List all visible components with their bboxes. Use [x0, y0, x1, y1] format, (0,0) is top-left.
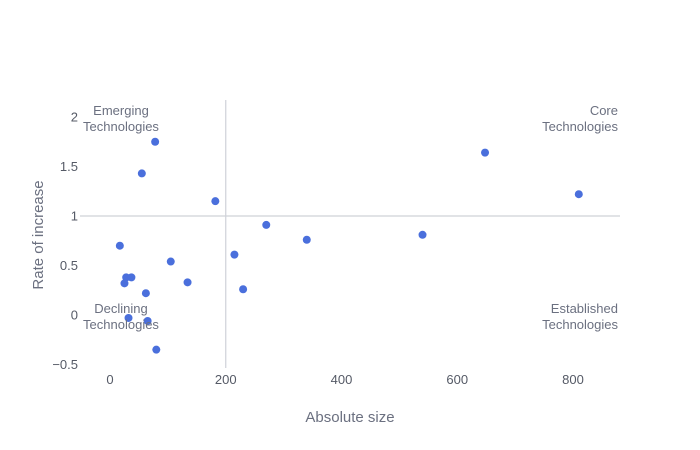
y-tick-label: 2 [71, 110, 78, 125]
data-point [166, 257, 175, 266]
y-tick-label: 1 [71, 209, 78, 224]
data-point [230, 250, 239, 259]
quadrant-label-line: Emerging [93, 103, 149, 118]
data-point [127, 273, 136, 282]
y-tick-label: 0.5 [60, 258, 78, 273]
quadrant-label-line: Established [551, 301, 618, 316]
x-axis-ticks: 0 200 400 600 800 [106, 372, 583, 387]
data-point [183, 278, 192, 287]
data-point [143, 316, 152, 325]
data-point [262, 220, 271, 229]
data-point [120, 279, 129, 288]
quadrant-label-line: Technologies [83, 317, 159, 332]
y-tick-label: 0 [71, 308, 78, 323]
quadrant-label-emerging: Emerging Technologies [83, 103, 159, 134]
quadrant-label-line: Technologies [83, 119, 159, 134]
data-point [141, 289, 150, 298]
x-tick-label: 200 [215, 372, 237, 387]
quadrant-label-line: Technologies [542, 119, 618, 134]
x-tick-label: 400 [331, 372, 353, 387]
quadrant-label-core: Core Technologies [542, 103, 618, 134]
data-point [211, 197, 220, 206]
data-points [115, 137, 583, 354]
quadrant-label-line: Technologies [542, 317, 618, 332]
data-point [481, 148, 490, 157]
data-point [124, 313, 133, 322]
quadrant-label-line: Declining [94, 301, 147, 316]
quadrant-label-declining: Declining Technologies [83, 301, 159, 332]
data-point [137, 169, 146, 178]
data-point [418, 230, 427, 239]
data-point [302, 235, 311, 244]
y-tick-label: −0.5 [52, 357, 78, 372]
data-point [115, 241, 124, 250]
x-tick-label: 800 [562, 372, 584, 387]
quadrant-label-line: Core [590, 103, 618, 118]
y-axis-ticks: −0.5 0 0.5 1 1.5 2 [52, 110, 78, 373]
data-point [151, 137, 160, 146]
x-axis-title: Absolute size [305, 409, 394, 426]
data-point [574, 190, 583, 199]
y-tick-label: 1.5 [60, 159, 78, 174]
x-tick-label: 600 [446, 372, 468, 387]
quadrant-label-established: Established Technologies [542, 301, 618, 332]
reference-lines [80, 100, 620, 368]
data-point [239, 285, 248, 294]
x-tick-label: 0 [106, 372, 113, 387]
data-point [152, 345, 161, 354]
y-axis-title: Rate of increase [30, 180, 47, 289]
